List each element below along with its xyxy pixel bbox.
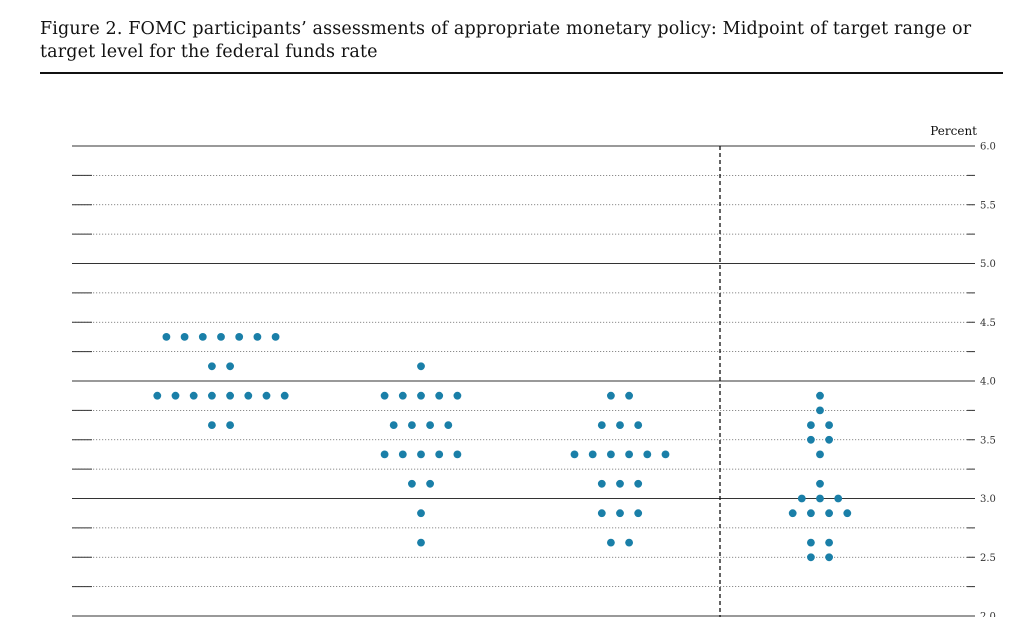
participant-dot <box>625 538 633 547</box>
participant-dot <box>797 494 806 503</box>
participant-dot <box>607 450 615 459</box>
participant-dot <box>597 421 606 429</box>
participant-dot <box>634 509 643 518</box>
participant-dot <box>180 333 189 341</box>
participant-dot <box>380 450 389 459</box>
participant-dot <box>816 450 824 459</box>
grid-layer <box>72 145 975 617</box>
participant-dot <box>607 538 615 547</box>
participant-dot <box>816 406 824 415</box>
participant-dot <box>435 391 444 400</box>
participant-dot <box>807 509 815 518</box>
participant-dot <box>253 333 262 341</box>
participant-dot <box>162 333 171 341</box>
participant-dot <box>226 421 235 429</box>
participant-dot <box>825 435 833 444</box>
participant-dot <box>380 391 389 400</box>
participant-dot <box>807 421 815 429</box>
participant-dot <box>217 333 225 341</box>
participant-dot <box>807 435 815 444</box>
participant-dot <box>634 479 643 488</box>
participant-dot <box>189 391 198 400</box>
participant-dot <box>408 479 416 488</box>
participant-dot <box>417 391 425 400</box>
participant-dot <box>588 450 597 459</box>
participant-dot <box>389 421 398 429</box>
y-tick-label: 6.0 <box>980 142 996 153</box>
participant-dot <box>417 509 425 518</box>
participant-dot <box>625 391 633 400</box>
dot-layer <box>153 333 852 562</box>
title-rule <box>40 72 1003 74</box>
y-axis-unit-label: Percent <box>930 124 977 138</box>
participant-dot <box>825 538 833 547</box>
participant-dot <box>398 391 407 400</box>
participant-dot <box>226 391 235 400</box>
participant-dot <box>271 333 280 341</box>
participant-dot <box>825 509 833 518</box>
participant-dot <box>807 538 815 547</box>
participant-dot <box>417 362 425 371</box>
participant-dot <box>208 421 216 429</box>
y-tick-label: 5.0 <box>980 259 996 270</box>
participant-dot <box>825 553 833 562</box>
y-tick-label: 2.5 <box>980 553 996 564</box>
participant-dot <box>607 391 615 400</box>
participant-dot <box>153 391 162 400</box>
participant-dot <box>597 509 606 518</box>
participant-dot <box>825 421 833 429</box>
participant-dot <box>616 421 624 429</box>
participant-dot <box>816 391 824 400</box>
participant-dot <box>208 391 216 400</box>
participant-dot <box>208 362 216 371</box>
participant-dot <box>408 421 416 429</box>
participant-dot <box>417 538 425 547</box>
participant-dot <box>280 391 289 400</box>
participant-dot <box>453 391 462 400</box>
figure-title: Figure 2. FOMC participants’ assessments… <box>40 19 972 62</box>
participant-dot <box>426 479 434 488</box>
participant-dot <box>843 509 852 518</box>
participant-dot <box>634 421 643 429</box>
y-tick-label: 3.0 <box>980 494 996 505</box>
y-tick-label: 4.5 <box>980 318 996 329</box>
participant-dot <box>453 450 462 459</box>
participant-dot <box>788 509 797 518</box>
participant-dot <box>417 450 425 459</box>
y-tick-label: 5.5 <box>980 200 996 211</box>
participant-dot <box>262 391 271 400</box>
participant-dot <box>570 450 579 459</box>
participant-dot <box>643 450 652 459</box>
participant-dot <box>244 391 253 400</box>
participant-dot <box>625 450 633 459</box>
participant-dot <box>235 333 244 341</box>
participant-dot <box>398 450 407 459</box>
participant-dot <box>435 450 444 459</box>
participant-dot <box>426 421 434 429</box>
participant-dot <box>226 362 235 371</box>
participant-dot <box>816 479 824 488</box>
participant-dot <box>597 479 606 488</box>
participant-dot <box>807 553 815 562</box>
participant-dot <box>816 494 824 503</box>
participant-dot <box>198 333 207 341</box>
y-tick-label: 3.5 <box>980 435 996 446</box>
y-tick-label: 2.0 <box>980 612 996 617</box>
y-tick-label: 4.0 <box>980 377 996 388</box>
participant-dot <box>834 494 843 503</box>
participant-dot <box>444 421 453 429</box>
participant-dot <box>616 509 624 518</box>
tick-label-layer: 6.0 5.5 5.0 4.5 4.0 3.5 3.0 2.5 2.0 <box>980 142 996 617</box>
participant-dot <box>616 479 624 488</box>
participant-dot <box>661 450 670 459</box>
participant-dot <box>171 391 180 400</box>
